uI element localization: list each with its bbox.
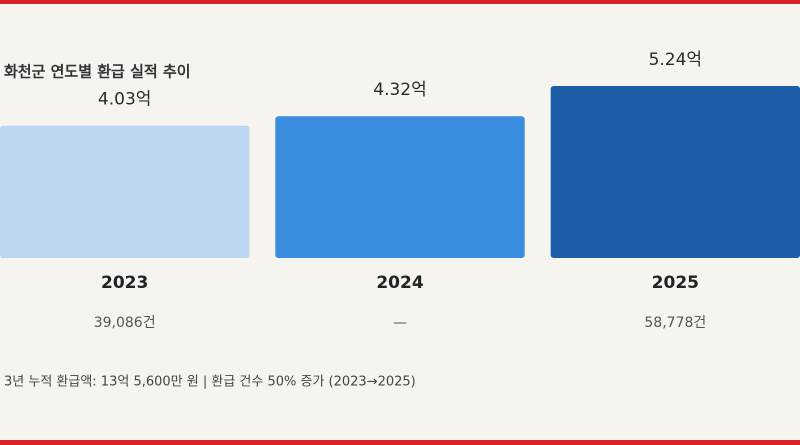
x-tick-label: 2025 [652, 273, 699, 293]
value-label: 5.24억 [649, 50, 703, 70]
bar [0, 125, 250, 258]
value-label: 4.03억 [98, 90, 152, 110]
top-border [0, 0, 800, 4]
footer-note: 3년 누적 환급액: 13억 5,600만 원 | 환급 건수 50% 증가 (… [4, 375, 416, 390]
bar [275, 116, 525, 258]
x-tick-label: 2023 [101, 273, 148, 293]
category-note: — [393, 315, 407, 331]
value-label: 4.32억 [373, 80, 427, 100]
category-note: 58,778건 [644, 315, 706, 331]
bar [550, 86, 800, 258]
category-note: 39,086건 [94, 315, 156, 331]
chart-title: 화천군 연도별 환급 실적 추이 [4, 63, 191, 81]
bottom-border [0, 440, 800, 445]
x-tick-label: 2024 [376, 273, 423, 293]
